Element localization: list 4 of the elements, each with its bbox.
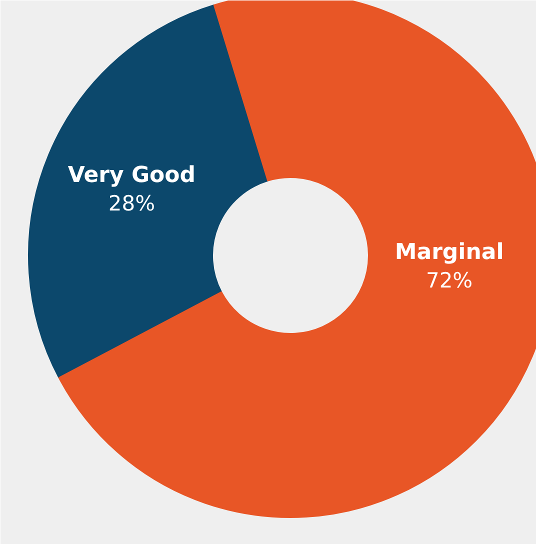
slice-label: Marginal: [394, 240, 504, 266]
data-label: 28%: [108, 191, 156, 216]
slice-label: Very Good: [68, 162, 196, 188]
data-label: 72%: [426, 268, 473, 293]
